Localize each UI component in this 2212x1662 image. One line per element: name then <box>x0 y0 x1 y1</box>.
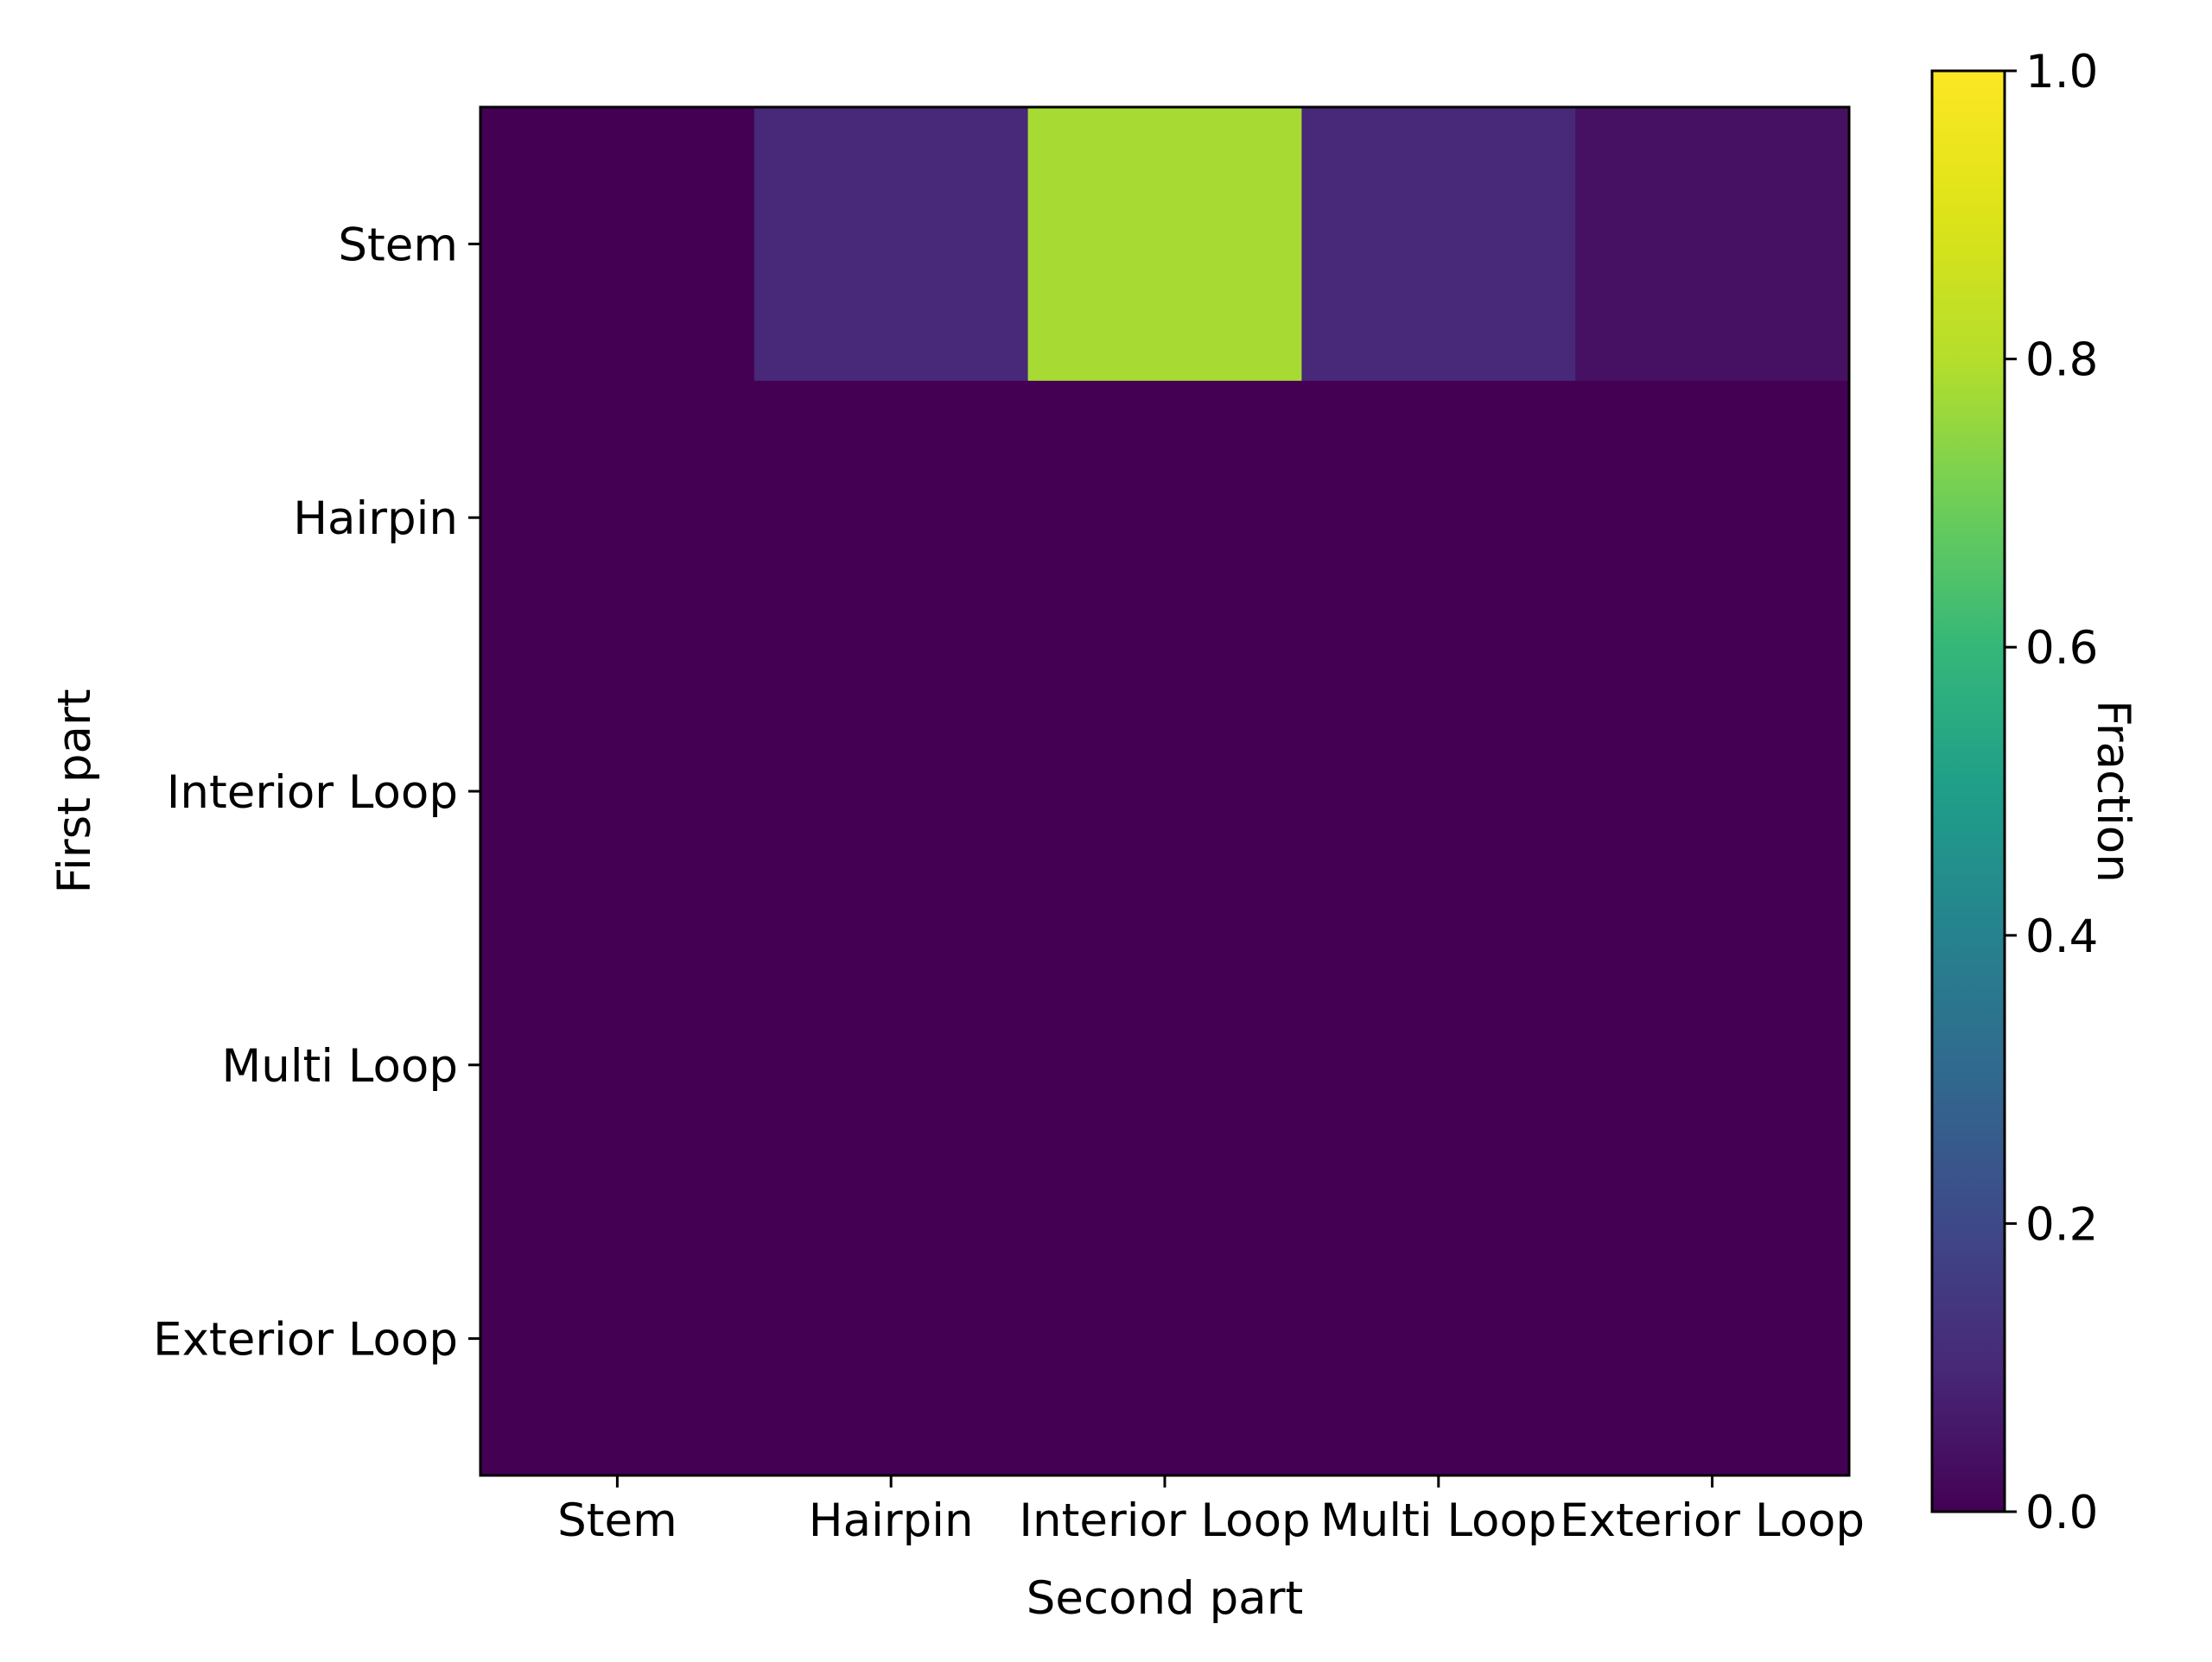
colorbar-tick-label: 0.2 <box>2025 1198 2098 1251</box>
heatmap-cells <box>480 107 1850 1476</box>
heatmap-cell <box>1027 1202 1302 1476</box>
heatmap-cell <box>753 928 1029 1202</box>
heatmap-cell <box>753 107 1029 382</box>
heatmap-cell <box>753 654 1029 929</box>
heatmap-cell <box>480 1202 755 1476</box>
y-tick-label: Exterior Loop <box>153 1314 458 1367</box>
heatmap-cell <box>1575 1202 1850 1476</box>
heatmap-cell <box>480 107 755 382</box>
y-axis-label: First part <box>48 688 101 893</box>
heatmap-cell <box>1301 928 1576 1202</box>
y-tick-label: Stem <box>338 219 458 271</box>
x-axis-ticks: Stem Hairpin Interior Loop Multi Loop Exteri… <box>557 1475 1865 1547</box>
heatmap-cell <box>480 654 755 929</box>
heatmap-cell <box>1301 107 1576 382</box>
heatmap-cell <box>1027 654 1302 929</box>
heatmap-cell <box>1575 107 1850 382</box>
heatmap-cell <box>1027 928 1302 1202</box>
heatmap-cell <box>1301 654 1576 929</box>
colorbar-tick-label: 0.6 <box>2025 622 2098 675</box>
colorbar-tick-label: 0.4 <box>2025 910 2098 963</box>
heatmap-cell <box>1027 107 1302 382</box>
heatmap-cell <box>1575 654 1850 929</box>
heatmap-cell <box>1575 380 1850 656</box>
x-axis-label: Second part <box>1027 1572 1304 1625</box>
y-tick-label: Interior Loop <box>167 766 458 819</box>
y-tick-label: Multi Loop <box>222 1040 459 1093</box>
x-tick-label: Multi Loop <box>1320 1494 1557 1547</box>
colorbar <box>1930 69 2006 1513</box>
x-tick-label: Exterior Loop <box>1560 1494 1865 1547</box>
y-axis-ticks: Stem Hairpin Interior Loop Multi Loop Exteri… <box>153 219 480 1367</box>
y-tick-label: Hairpin <box>293 492 458 545</box>
heatmap-cell <box>1027 380 1302 656</box>
heatmap-cell <box>480 928 755 1202</box>
heatmap-cell <box>753 380 1029 656</box>
x-tick-label: Hairpin <box>809 1494 974 1547</box>
heatmap-cell <box>1575 928 1850 1202</box>
colorbar-label: Fraction <box>2087 700 2139 883</box>
colorbar-ticks: 0.0 0.2 0.4 0.6 0.8 1.0 <box>2005 46 2098 1539</box>
x-tick-label: Interior Loop <box>1019 1494 1310 1547</box>
heatmap-cell <box>1301 380 1576 656</box>
x-tick-label: Stem <box>557 1494 677 1547</box>
colorbar-tick-label: 1.0 <box>2025 46 2098 98</box>
heatmap-cell <box>1301 1202 1576 1476</box>
heatmap-cell <box>480 380 755 656</box>
colorbar-tick-label: 0.0 <box>2025 1487 2098 1539</box>
heatmap-cell <box>753 1202 1029 1476</box>
colorbar-tick-label: 0.8 <box>2025 334 2098 387</box>
